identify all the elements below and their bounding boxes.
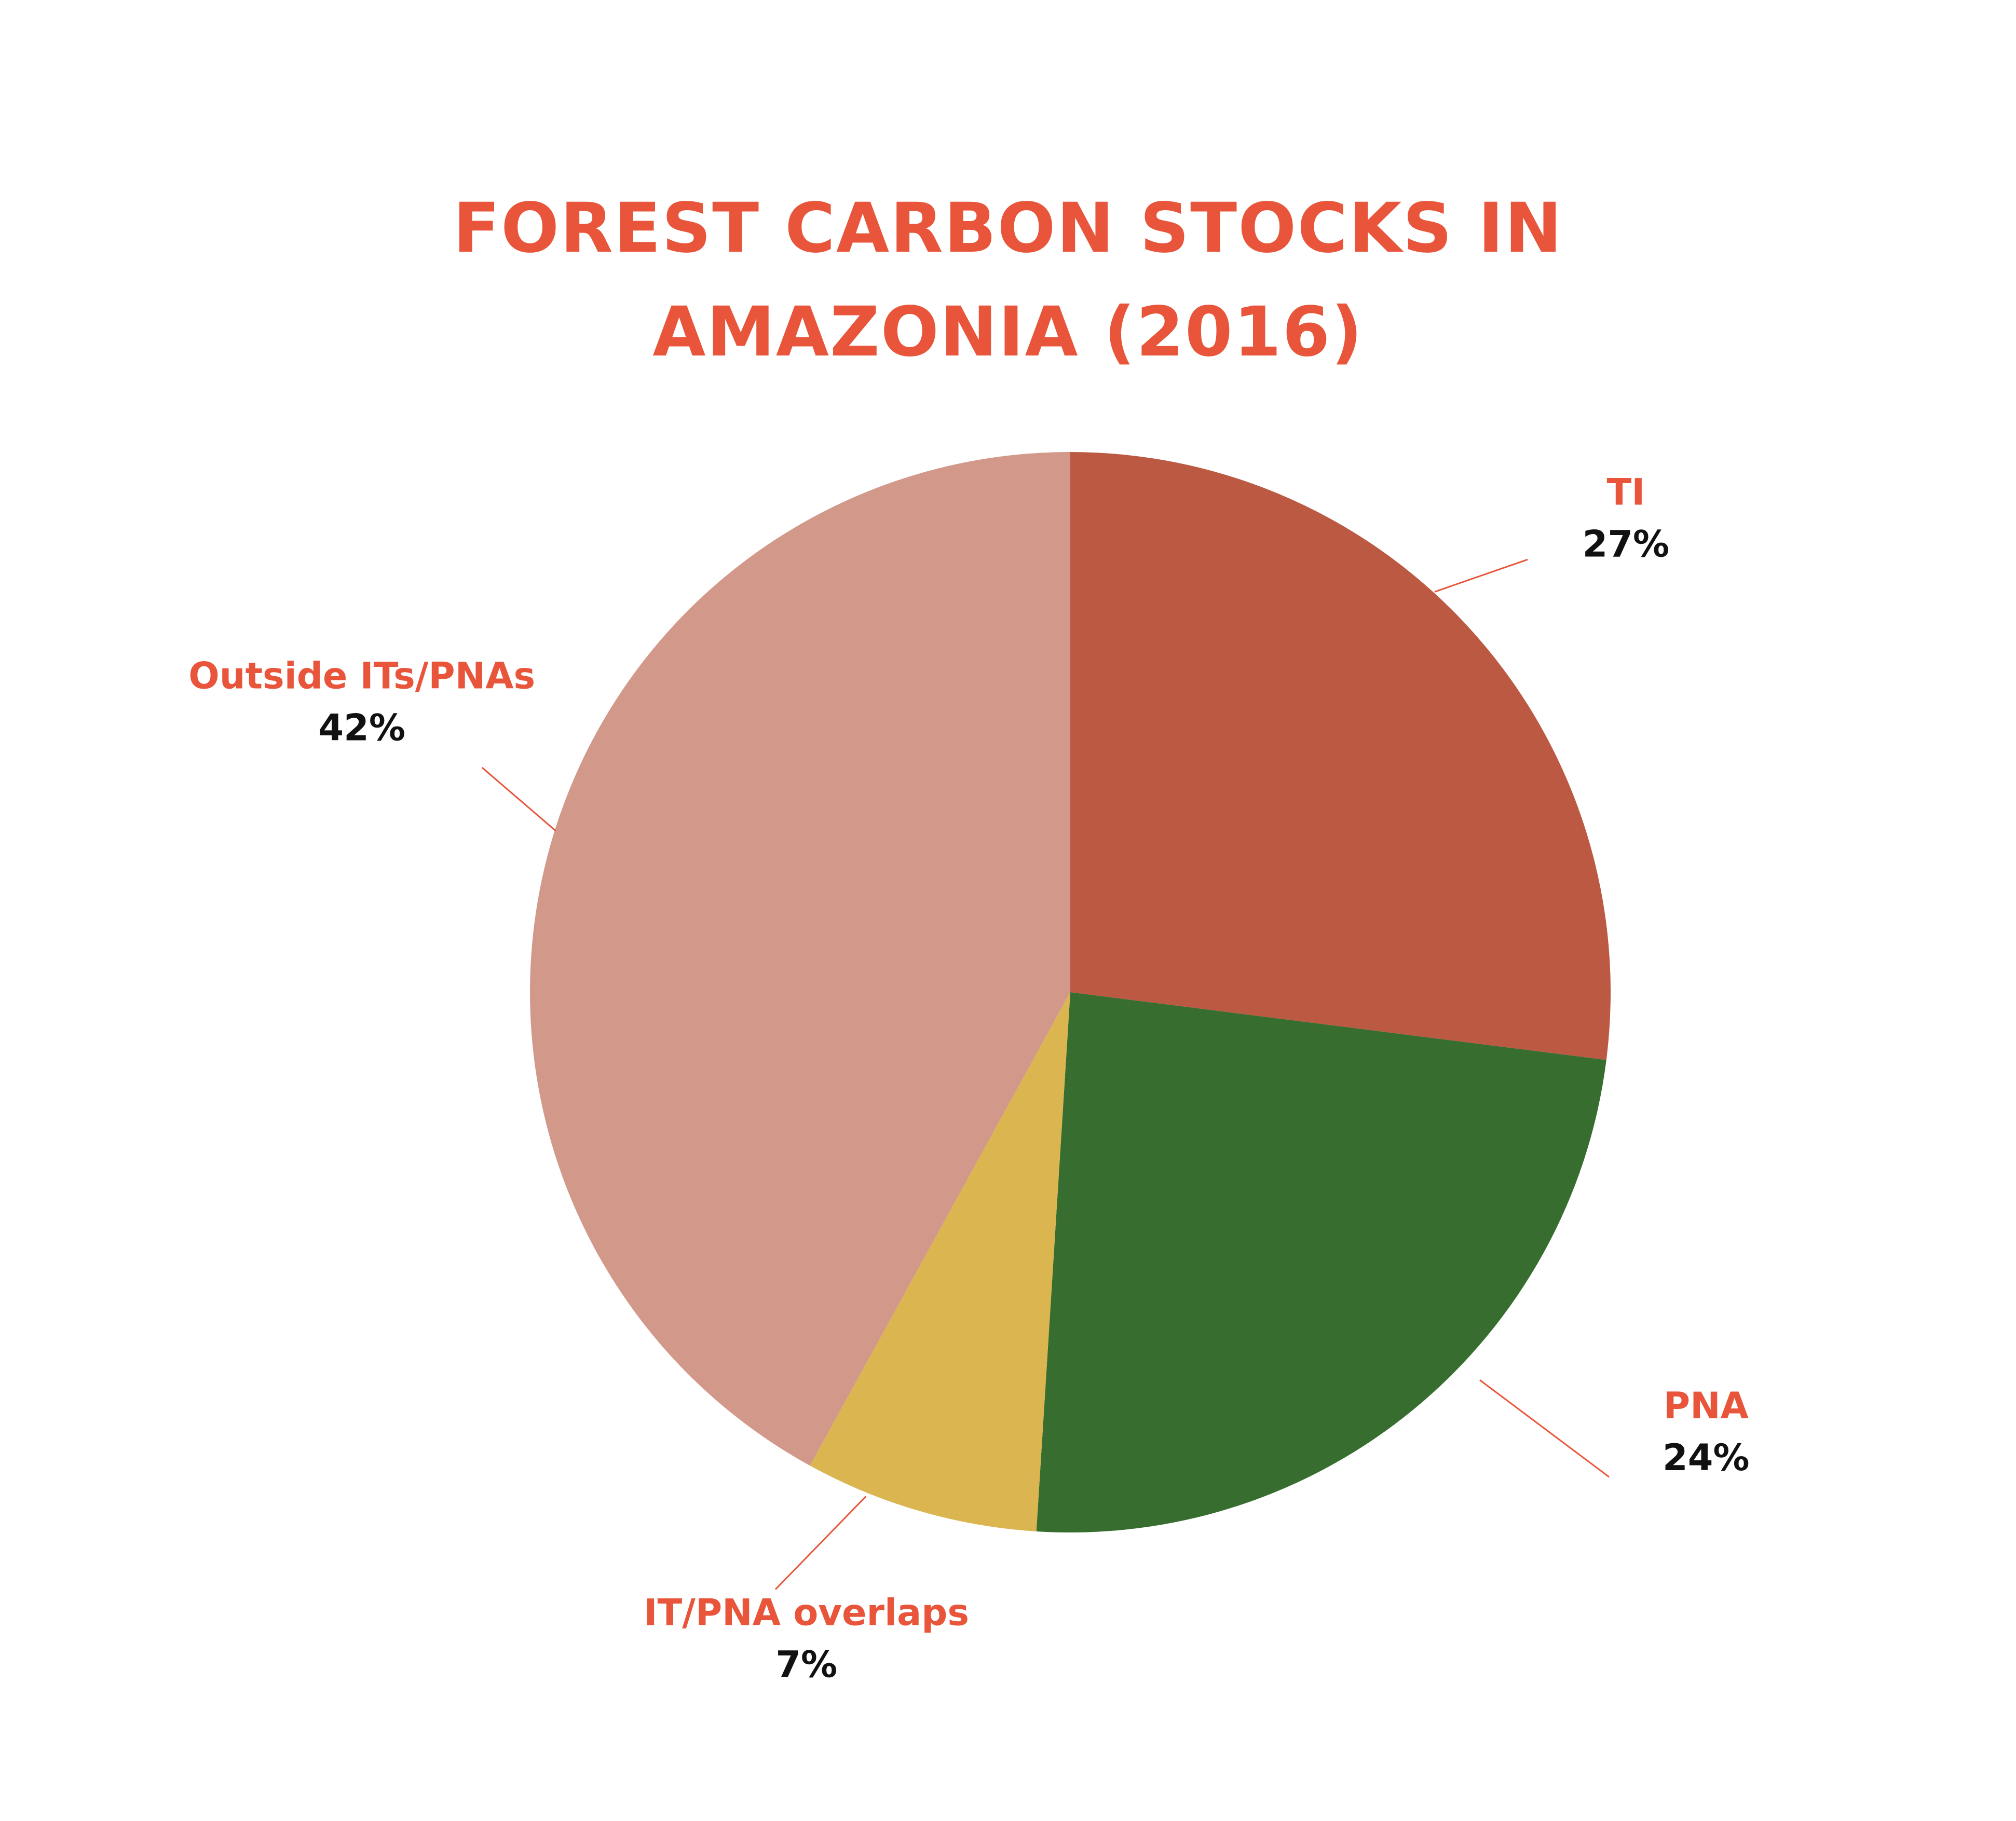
slice-label: TI [1607, 471, 1645, 514]
leader-line [1479, 1379, 1610, 1478]
value-label: 42% [318, 706, 405, 749]
slice-label: Outside ITs/PNAs [188, 654, 535, 697]
pie-slice [1070, 452, 1611, 1060]
pie-slice [810, 992, 1070, 1531]
slice-label: IT/PNA overlaps [644, 1592, 970, 1634]
value-label: 7% [775, 1644, 837, 1686]
leader-line [774, 1496, 867, 1590]
chart-title: FOREST CARBON STOCKS IN AMAZONIA (2016) [453, 188, 1563, 372]
pie-slice [1036, 992, 1606, 1532]
pie-slice [529, 452, 1070, 1466]
leader-line [481, 766, 556, 832]
leader-line [1434, 558, 1528, 593]
value-label: 27% [1583, 523, 1670, 566]
slice-label: PNA [1664, 1385, 1749, 1427]
value-label: 24% [1663, 1436, 1750, 1479]
